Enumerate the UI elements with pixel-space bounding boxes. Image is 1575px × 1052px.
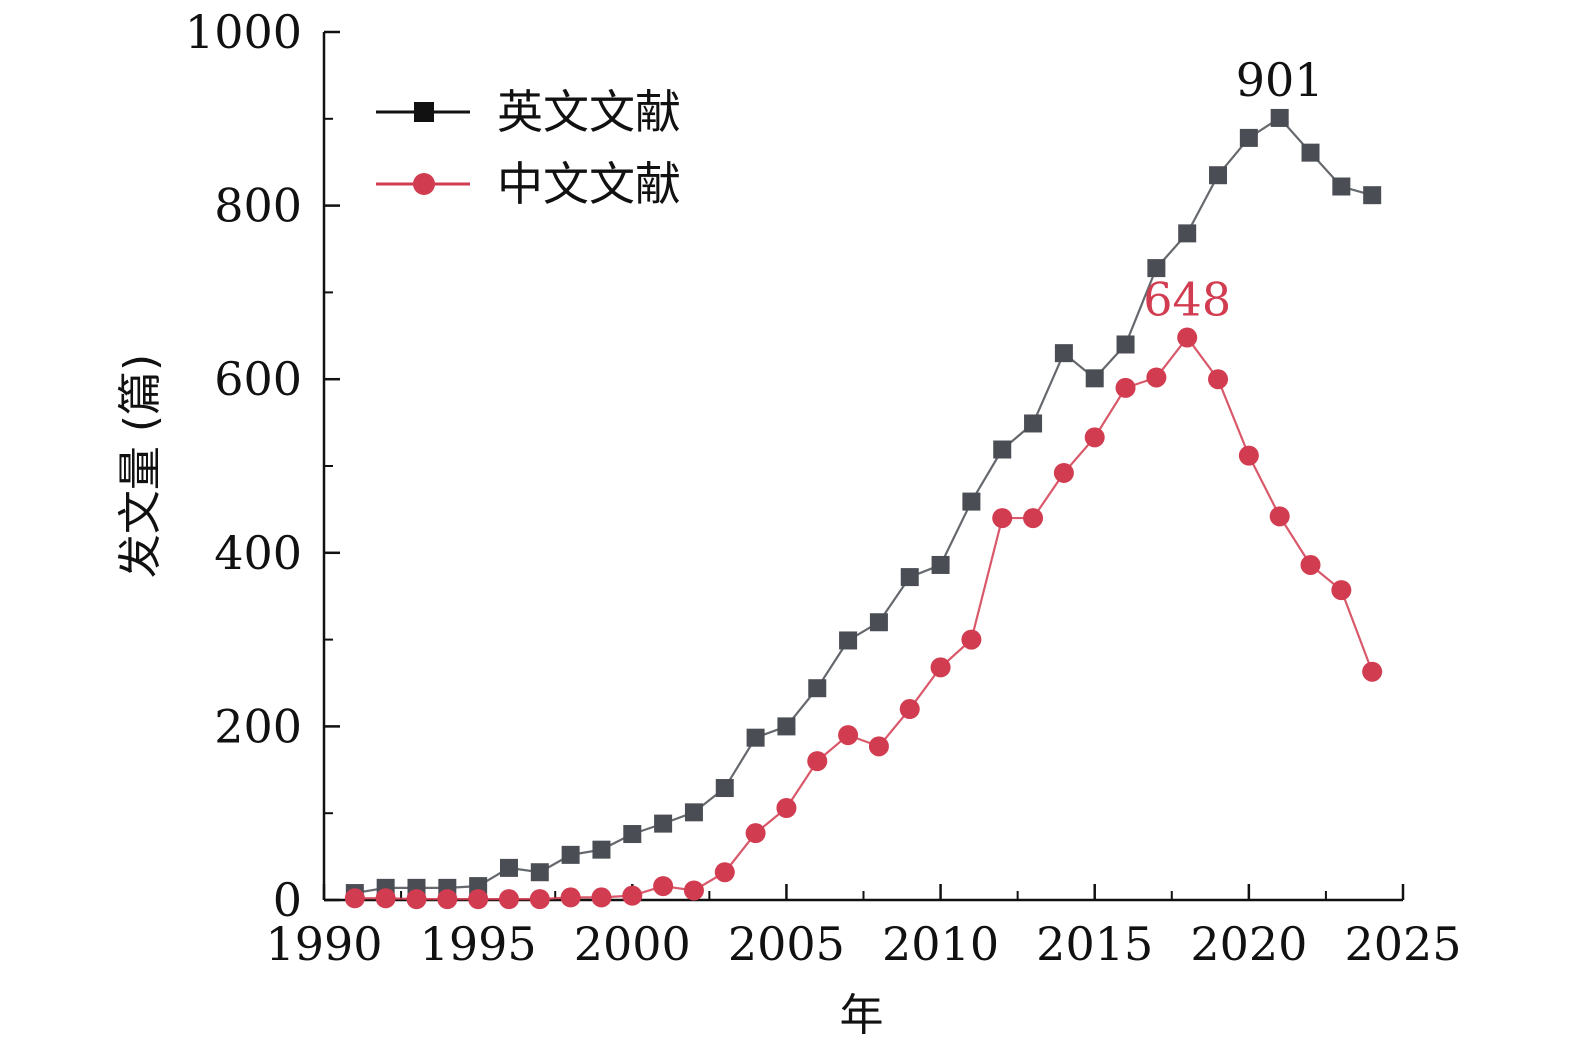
data-point — [931, 555, 950, 574]
data-point — [529, 889, 550, 910]
data-point — [930, 657, 951, 678]
legend-label: 英文文献 — [497, 85, 681, 139]
x-tick-label: 2025 — [1344, 917, 1461, 971]
data-point — [1238, 445, 1259, 466]
axes: 0 200 400 600 800 1000 1990 1995 2000 2005 2010 201… — [185, 5, 1462, 971]
annotation-layer: 901 648 — [1143, 53, 1323, 327]
x-axis-title: 年 — [840, 990, 884, 1041]
data-point — [1239, 128, 1258, 147]
data-point — [1208, 369, 1229, 390]
y-tick-label: 1000 — [185, 5, 302, 59]
data-point — [591, 887, 612, 908]
data-point — [623, 825, 642, 844]
data-point — [992, 508, 1013, 529]
data-point — [1177, 327, 1198, 348]
legend-marker — [414, 102, 434, 122]
data-point — [592, 840, 611, 859]
data-point — [962, 492, 981, 511]
data-point — [900, 568, 919, 587]
data-point — [375, 888, 396, 909]
x-tick-label: 2000 — [574, 917, 691, 971]
y-axis-title: 发文量 (篇) — [115, 354, 166, 578]
data-point — [654, 814, 673, 833]
data-point — [653, 876, 674, 897]
x-tick-label: 2020 — [1190, 917, 1307, 971]
data-point — [1085, 369, 1104, 388]
series-1 — [345, 108, 1382, 903]
data-point — [745, 823, 766, 844]
data-point — [561, 845, 580, 864]
data-point — [1178, 224, 1197, 243]
legend-label: 中文文献 — [497, 157, 681, 211]
data-point — [1115, 377, 1136, 398]
data-point — [406, 889, 427, 910]
data-label: 901 — [1236, 53, 1324, 107]
data-point — [1301, 143, 1320, 162]
data-point — [437, 889, 458, 910]
data-point — [1084, 427, 1105, 448]
series-2 — [344, 327, 1383, 910]
data-point — [868, 736, 889, 757]
data-point — [1269, 506, 1290, 527]
y-tick-label: 800 — [214, 179, 302, 233]
data-point — [1023, 508, 1044, 529]
data-point — [1300, 554, 1321, 575]
data-point — [961, 629, 982, 650]
data-point — [1024, 414, 1043, 433]
data-point — [899, 699, 920, 720]
data-point — [839, 631, 858, 650]
data-point — [344, 888, 365, 909]
legend-item: 英文文献 — [376, 85, 681, 139]
data-point — [714, 862, 735, 883]
series-line — [354, 335, 1374, 901]
data-point — [1146, 367, 1167, 388]
x-tick-label: 1995 — [420, 917, 537, 971]
legend-item: 中文文献 — [376, 157, 681, 211]
data-point — [468, 889, 489, 910]
x-tick-label: 2010 — [882, 917, 999, 971]
data-point — [684, 803, 703, 822]
data-label: 648 — [1143, 273, 1231, 327]
data-point — [530, 863, 549, 882]
legend-marker — [413, 173, 435, 195]
data-point — [1054, 344, 1073, 363]
data-point — [1053, 462, 1074, 483]
data-point — [1147, 259, 1166, 278]
data-point — [498, 889, 519, 910]
data-point — [715, 779, 734, 798]
data-point — [746, 728, 765, 747]
x-tick-label: 2005 — [728, 917, 845, 971]
data-point — [1270, 108, 1289, 127]
data-point — [1363, 186, 1382, 205]
series-line — [354, 116, 1373, 895]
data-point — [1331, 580, 1352, 601]
data-point — [683, 880, 704, 901]
data-point — [1332, 177, 1351, 196]
data-point — [838, 725, 859, 746]
x-tick-label: 1990 — [265, 917, 382, 971]
data-point — [776, 797, 797, 818]
data-point — [808, 679, 827, 698]
data-point — [1362, 661, 1383, 682]
data-point — [869, 613, 888, 632]
y-tick-label: 400 — [214, 526, 302, 580]
data-point — [499, 858, 518, 877]
data-point — [993, 440, 1012, 459]
series-layer — [344, 108, 1383, 910]
data-point — [1116, 335, 1135, 354]
x-tick-label: 2015 — [1036, 917, 1153, 971]
data-point — [560, 887, 581, 908]
data-point — [777, 717, 796, 736]
y-tick-label: 600 — [214, 352, 302, 406]
data-point — [807, 751, 828, 772]
y-tick-label: 0 — [273, 873, 302, 927]
data-point — [1209, 166, 1228, 185]
y-tick-label: 200 — [214, 699, 302, 753]
data-point — [622, 885, 643, 906]
